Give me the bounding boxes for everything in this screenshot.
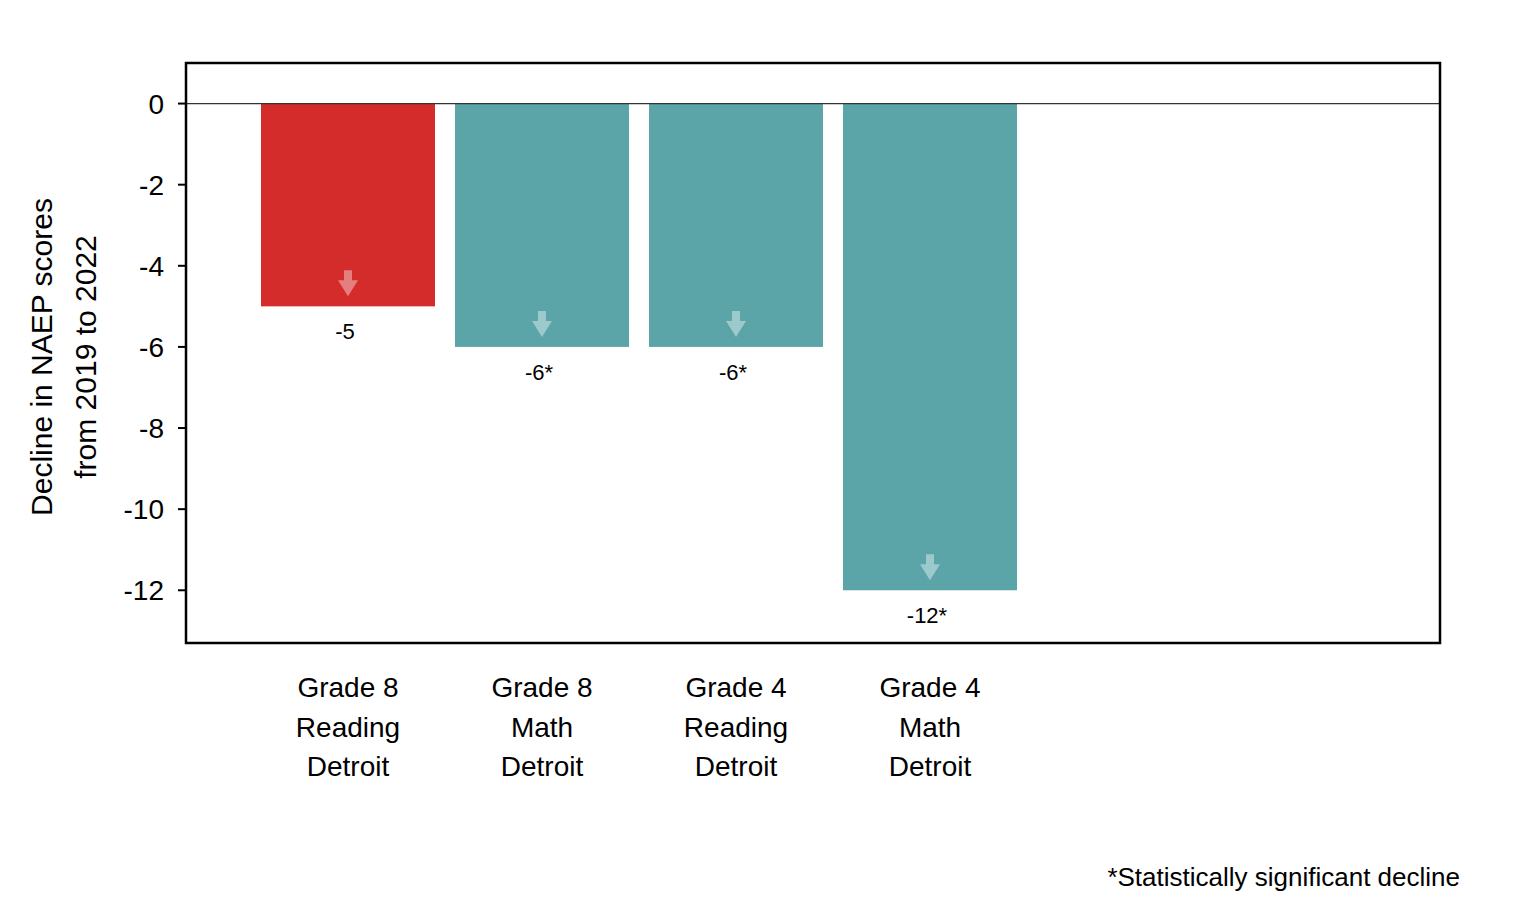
y-tick-label: -6 bbox=[139, 332, 164, 363]
y-axis-label: from 2019 to 2022 bbox=[69, 235, 102, 479]
y-tick-label: -4 bbox=[139, 251, 164, 282]
bar bbox=[261, 104, 435, 307]
category-line: Detroit bbox=[307, 751, 390, 782]
data-label: -5 bbox=[335, 319, 355, 344]
arrow-icon bbox=[338, 270, 358, 296]
zero-line bbox=[186, 103, 1440, 104]
category-line: Grade 8 bbox=[297, 672, 398, 703]
category-line: Detroit bbox=[889, 751, 972, 782]
category-label: Grade 8 Math Detroit bbox=[491, 672, 592, 782]
labels: -5 Grade 8 Reading Detroit -6* Grade 8 Math Det… bbox=[296, 319, 981, 782]
y-tick bbox=[178, 103, 186, 105]
arrow-icon bbox=[920, 554, 940, 580]
category-label: Grade 4 Reading Detroit bbox=[684, 672, 788, 782]
bar bbox=[649, 104, 823, 347]
category-line: Reading bbox=[684, 712, 788, 743]
bar bbox=[843, 104, 1017, 591]
bars bbox=[261, 104, 1017, 591]
y-tick bbox=[178, 184, 186, 186]
footnote: *Statistically significant decline bbox=[1107, 862, 1460, 892]
y-axis: 0 -2 -4 -6 -8 -10 -12 bbox=[124, 89, 186, 607]
y-tick-label: -12 bbox=[124, 575, 164, 606]
category-line: Math bbox=[899, 712, 961, 743]
chart-svg: -5 Grade 8 Reading Detroit -6* Grade 8 Math Det… bbox=[0, 0, 1540, 921]
category-line: Grade 8 bbox=[491, 672, 592, 703]
arrow-icon bbox=[532, 311, 552, 337]
category-label: Grade 4 Math Detroit bbox=[879, 672, 980, 782]
y-label-group: Decline in NAEP scores from 2019 to 2022 bbox=[25, 198, 102, 516]
y-tick bbox=[178, 265, 186, 267]
y-tick-label: -10 bbox=[124, 494, 164, 525]
y-tick-label: -2 bbox=[139, 170, 164, 201]
data-label: -6* bbox=[719, 360, 748, 385]
arrow-icon bbox=[726, 311, 746, 337]
category-line: Reading bbox=[296, 712, 400, 743]
category-line: Grade 4 bbox=[879, 672, 980, 703]
category-line: Grade 4 bbox=[685, 672, 786, 703]
plot-frame bbox=[186, 63, 1440, 643]
chart-root: -5 Grade 8 Reading Detroit -6* Grade 8 Math Det… bbox=[0, 0, 1540, 921]
y-tick bbox=[178, 508, 186, 510]
y-tick-label: 0 bbox=[148, 89, 164, 120]
y-tick bbox=[178, 589, 186, 591]
data-label: -12* bbox=[907, 603, 948, 628]
y-axis-label: Decline in NAEP scores bbox=[25, 198, 58, 516]
bar bbox=[455, 104, 629, 347]
y-tick-label: -8 bbox=[139, 413, 164, 444]
category-line: Detroit bbox=[501, 751, 584, 782]
data-label: -6* bbox=[525, 360, 554, 385]
category-line: Math bbox=[511, 712, 573, 743]
y-tick bbox=[178, 427, 186, 429]
y-tick bbox=[178, 346, 186, 348]
category-line: Detroit bbox=[695, 751, 778, 782]
category-label: Grade 8 Reading Detroit bbox=[296, 672, 400, 782]
